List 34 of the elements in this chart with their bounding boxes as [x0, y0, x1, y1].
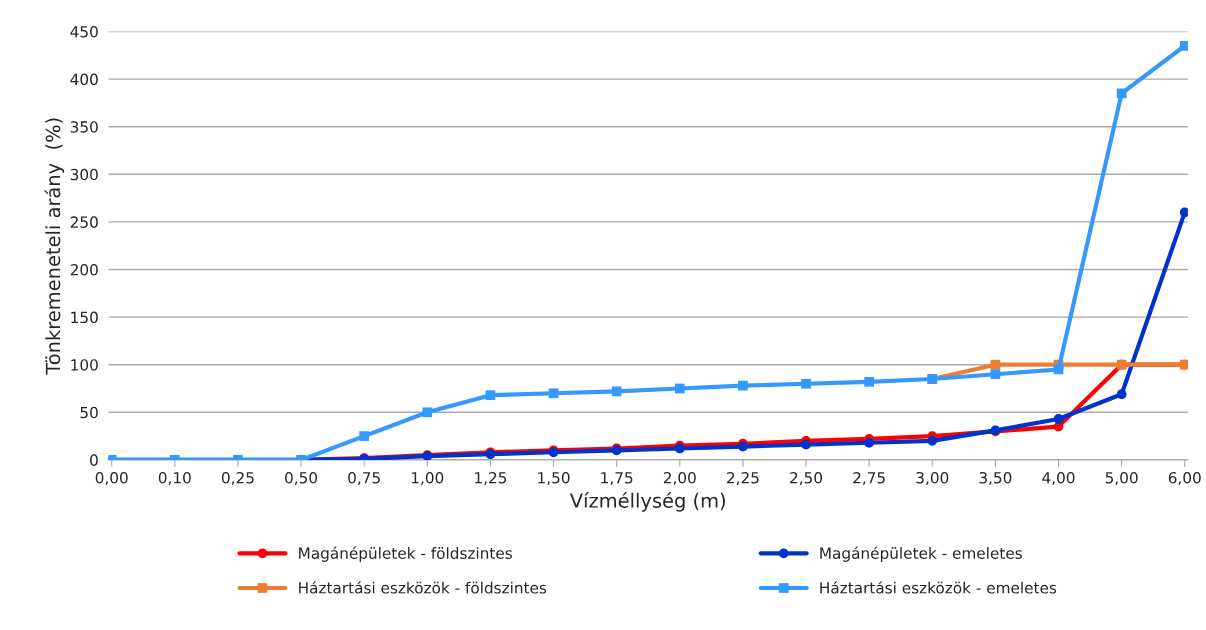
x-tick-label: 0,25	[221, 471, 254, 486]
y-tick-label: 150	[71, 311, 98, 324]
y-tick-label: 100	[71, 359, 98, 371]
x-tick-label: 5,00	[1105, 471, 1138, 486]
x-tick-label: 3,00	[916, 471, 949, 486]
x-tick-label: 2,75	[853, 471, 885, 486]
x-tick-label: 0,50	[285, 471, 318, 486]
legend-label: Háztartási eszközök - földszintes	[299, 581, 547, 594]
x-tick-label: 1,25	[475, 471, 507, 486]
y-tick-label: 50	[80, 406, 98, 419]
x-tick-label: 4,00	[1042, 471, 1075, 486]
legend-label: Magánépületek - emeletes	[820, 546, 1022, 562]
x-tick-label: 0,75	[348, 471, 380, 486]
x-tick-label: 1,75	[601, 472, 633, 486]
y-tick-label: 300	[70, 168, 98, 181]
x-tick-label: 3,50	[979, 471, 1012, 486]
x-tick-label: 6,00	[1168, 471, 1201, 486]
x-tick-label: 0,10	[158, 471, 191, 486]
y-tick-label: 200	[70, 263, 98, 276]
y-tick-label: 450	[70, 25, 98, 38]
y-tick-label: 0	[90, 454, 98, 466]
x-tick-label: 2,00	[663, 471, 696, 486]
y-tick-label: 250	[70, 216, 98, 228]
y-tick-label: 350	[70, 121, 98, 133]
y-axis-title: Tönkremeneteli arány (%)	[44, 118, 65, 375]
x-tick-label: 2,25	[727, 471, 759, 486]
x-tick-label: 1,00	[411, 471, 444, 486]
y-tick-label: 400	[70, 73, 98, 86]
x-tick-label: 2,50	[790, 471, 823, 486]
x-tick-label: 1,50	[538, 471, 570, 486]
x-tick-label: 0,00	[95, 471, 128, 486]
x-axis-title: Vízméllység (m)	[569, 492, 725, 512]
legend-label: Háztartási eszközök - emeletes	[820, 581, 1057, 594]
legend-label: Magánépületek - földszintes	[299, 546, 512, 562]
